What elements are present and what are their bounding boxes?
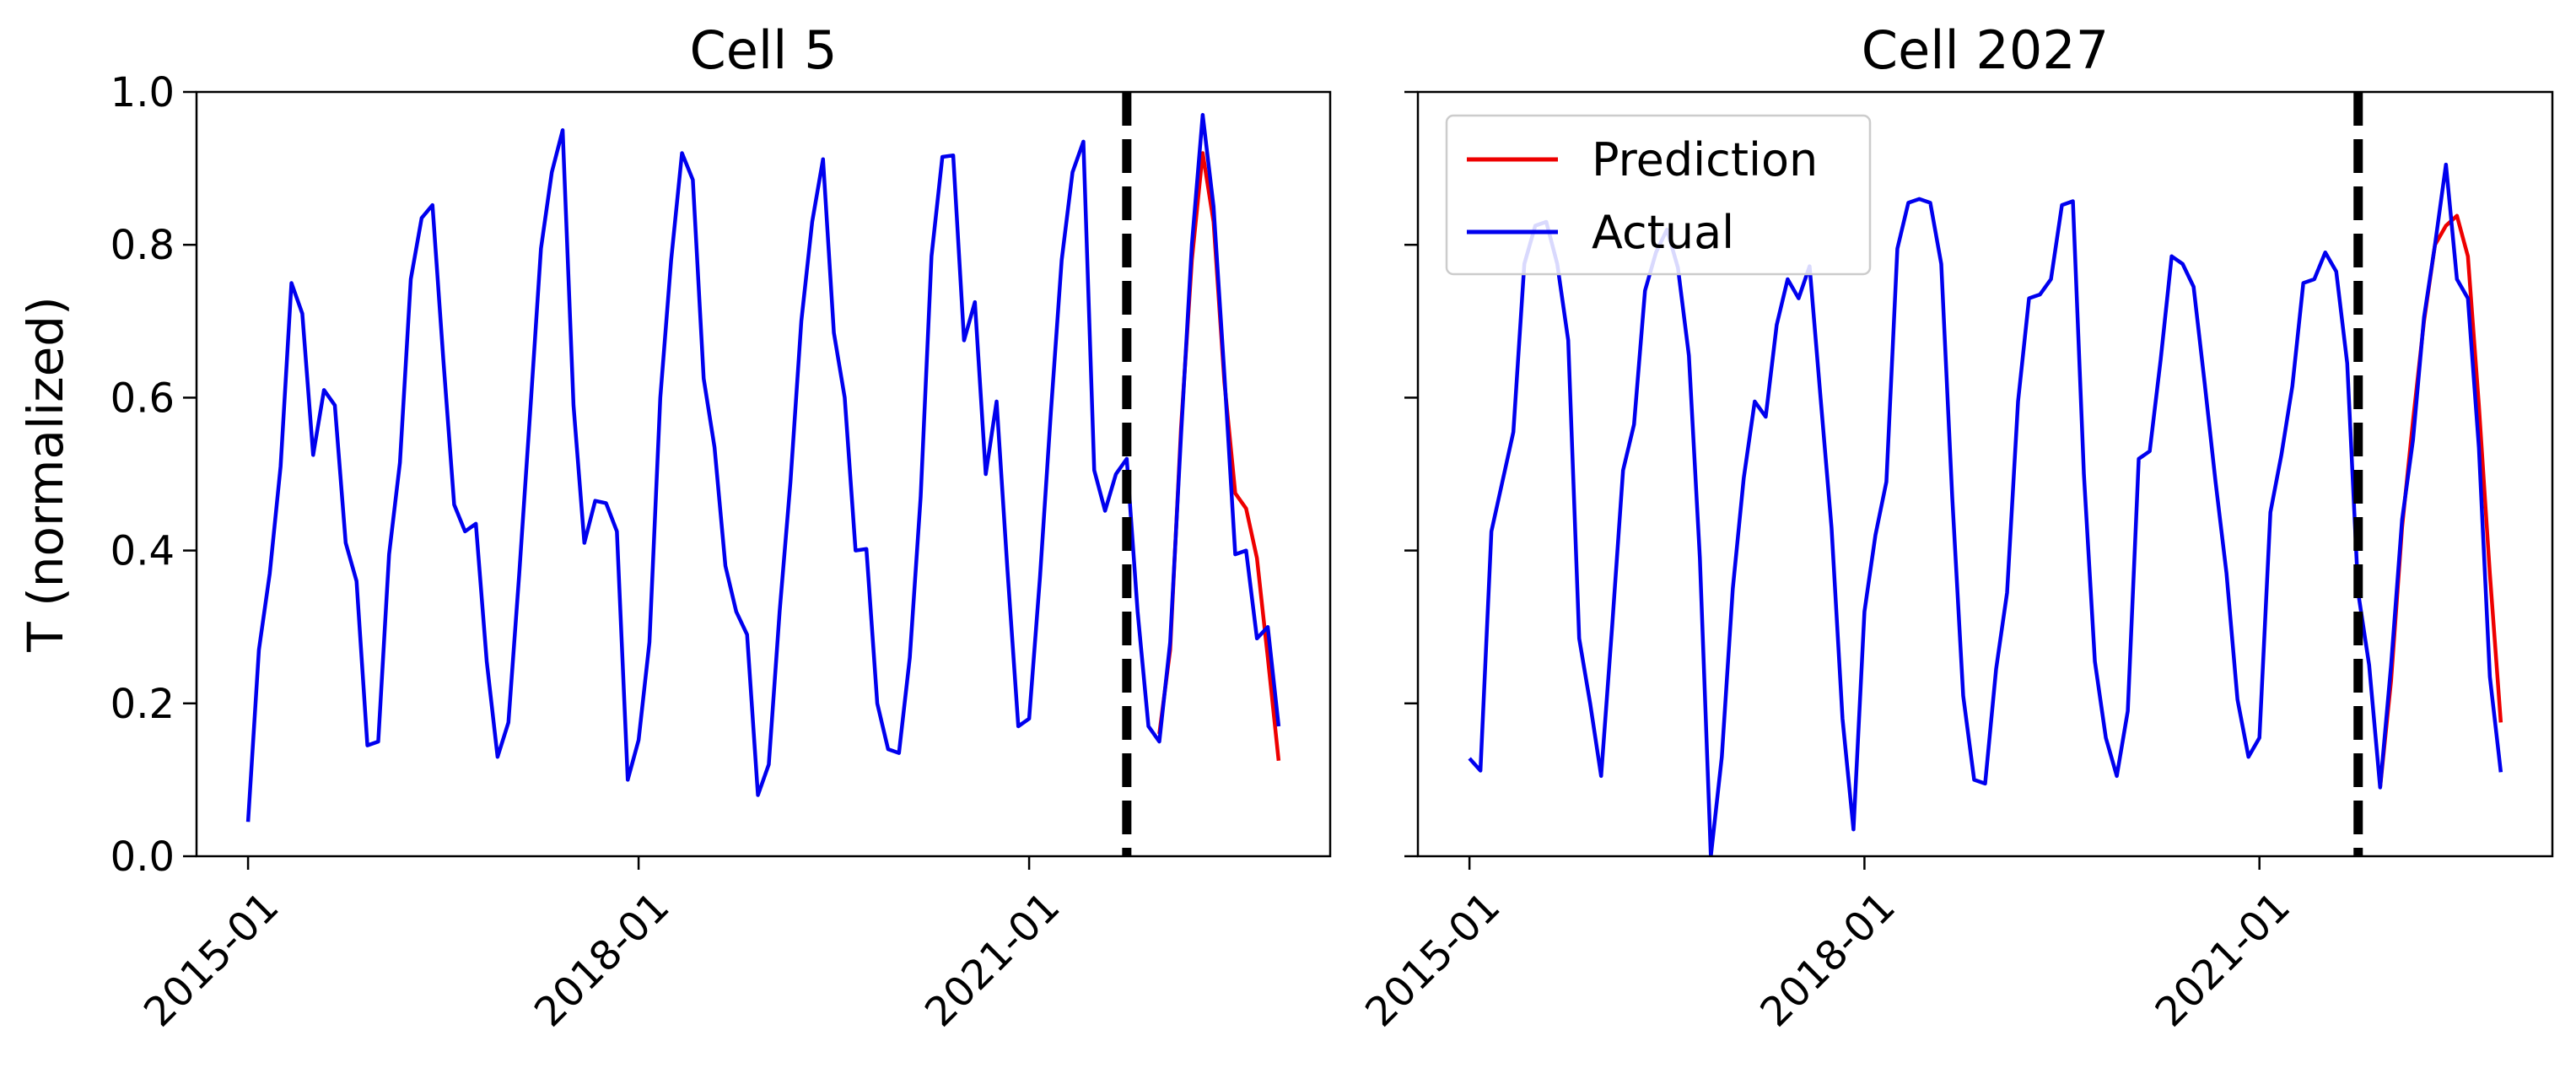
x-tick-label: 2015-01 <box>135 883 288 1036</box>
series-line-actual <box>245 112 1281 822</box>
y-tick-label: 0.6 <box>110 375 175 422</box>
chart-title: Cell 5 <box>689 19 837 81</box>
y-tick-label: 0.4 <box>110 528 175 575</box>
legend-label-prediction: Prediction <box>1592 133 1818 186</box>
y-tick-label: 1.0 <box>110 69 175 116</box>
series-line-prediction <box>1157 151 1281 761</box>
legend-box <box>1445 114 1872 276</box>
chart-panel-cell-5: Cell 5 0.0 0.2 0.4 0.6 0.8 1.0 2015-01 2018-01 20… <box>17 19 1332 1036</box>
x-tick-label: 2021-01 <box>2147 883 2299 1036</box>
y-tick-label: 0.8 <box>110 222 175 269</box>
chart-panel-cell-2027: Cell 2027 2015-01 2018-01 2021-01 Prediction… <box>1356 19 2554 1036</box>
plot-frame <box>1416 90 2554 858</box>
chart-title: Cell 2027 <box>1862 19 2109 81</box>
y-tick-label: 0.2 <box>110 681 175 728</box>
plot-frame <box>195 90 1332 858</box>
x-tick-label: 2021-01 <box>916 883 1069 1036</box>
x-tick-label: 2015-01 <box>1356 883 1509 1036</box>
legend-label-actual: Actual <box>1592 206 1734 259</box>
x-tick-label: 2018-01 <box>1751 883 1904 1036</box>
x-tick-label: 2018-01 <box>525 883 678 1036</box>
y-tick-label: 0.0 <box>110 833 175 881</box>
y-axis-label: T (normalized) <box>17 296 74 652</box>
series-line-actual <box>1468 162 2503 856</box>
